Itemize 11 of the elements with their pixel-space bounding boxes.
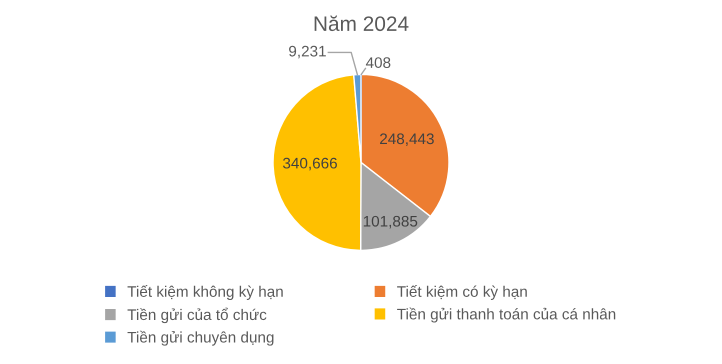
legend-label: Tiết kiệm không kỳ hạn [128, 285, 283, 300]
data-label: 248,443 [380, 133, 434, 146]
data-label: 9,231 [289, 46, 326, 58]
legend-label: Tiết kiệm có kỳ hạn [397, 285, 527, 300]
data-label: 340,666 [282, 158, 337, 170]
chart-title: Năm 2024 [314, 16, 408, 32]
data-label: 408 [366, 57, 390, 68]
data-label: 101,885 [364, 216, 418, 228]
legend-label: Tiền gửi chuyên dụng [128, 330, 274, 346]
legend-label: Tiền gửi thanh toán của cá nhân [397, 308, 616, 323]
legend-label: Tiền gửi của tổ chức [128, 308, 266, 324]
